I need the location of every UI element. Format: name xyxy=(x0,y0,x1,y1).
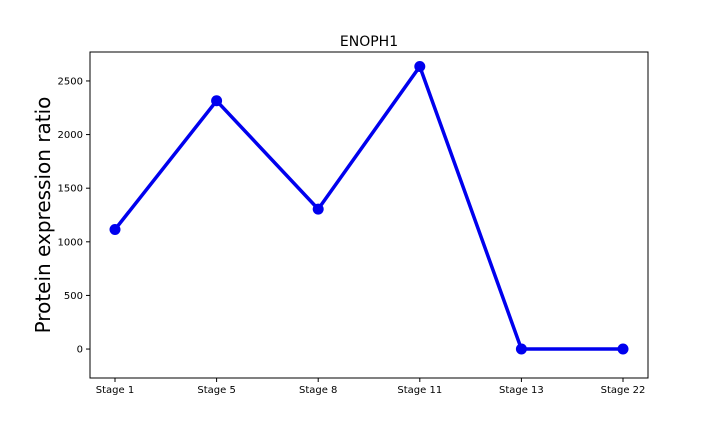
x-tick-label: Stage 22 xyxy=(601,385,646,396)
data-point xyxy=(617,343,629,355)
series-enoph1 xyxy=(109,60,629,355)
chart-title: ENOPH1 xyxy=(340,34,398,50)
x-tick-label: Stage 11 xyxy=(397,385,442,396)
x-tick-label: Stage 1 xyxy=(96,385,134,396)
data-point xyxy=(211,95,223,107)
plot-area xyxy=(89,51,649,379)
data-point xyxy=(515,343,527,355)
y-tick-label: 1500 xyxy=(58,184,83,195)
x-tick-label: Stage 5 xyxy=(197,385,235,396)
series-line xyxy=(113,62,623,351)
y-tick-label: 2500 xyxy=(58,76,83,87)
data-point xyxy=(109,223,121,235)
y-axis-label: Protein expression ratio xyxy=(31,97,55,334)
x-tick-label: Stage 13 xyxy=(499,385,544,396)
x-tick-label: Stage 8 xyxy=(299,385,337,396)
x-axis: Stage 1 Stage 5 Stage 8 Stage 11 Stage 13 Sta… xyxy=(96,378,646,396)
data-point xyxy=(312,203,324,215)
y-tick-label: 2000 xyxy=(58,130,83,141)
data-point xyxy=(414,60,426,72)
y-tick-label: 1000 xyxy=(58,237,83,248)
y-tick-label: 500 xyxy=(64,291,83,302)
y-tick-label: 0 xyxy=(77,345,83,356)
y-axis: 0 500 1000 1500 2000 2500 xyxy=(58,76,90,356)
